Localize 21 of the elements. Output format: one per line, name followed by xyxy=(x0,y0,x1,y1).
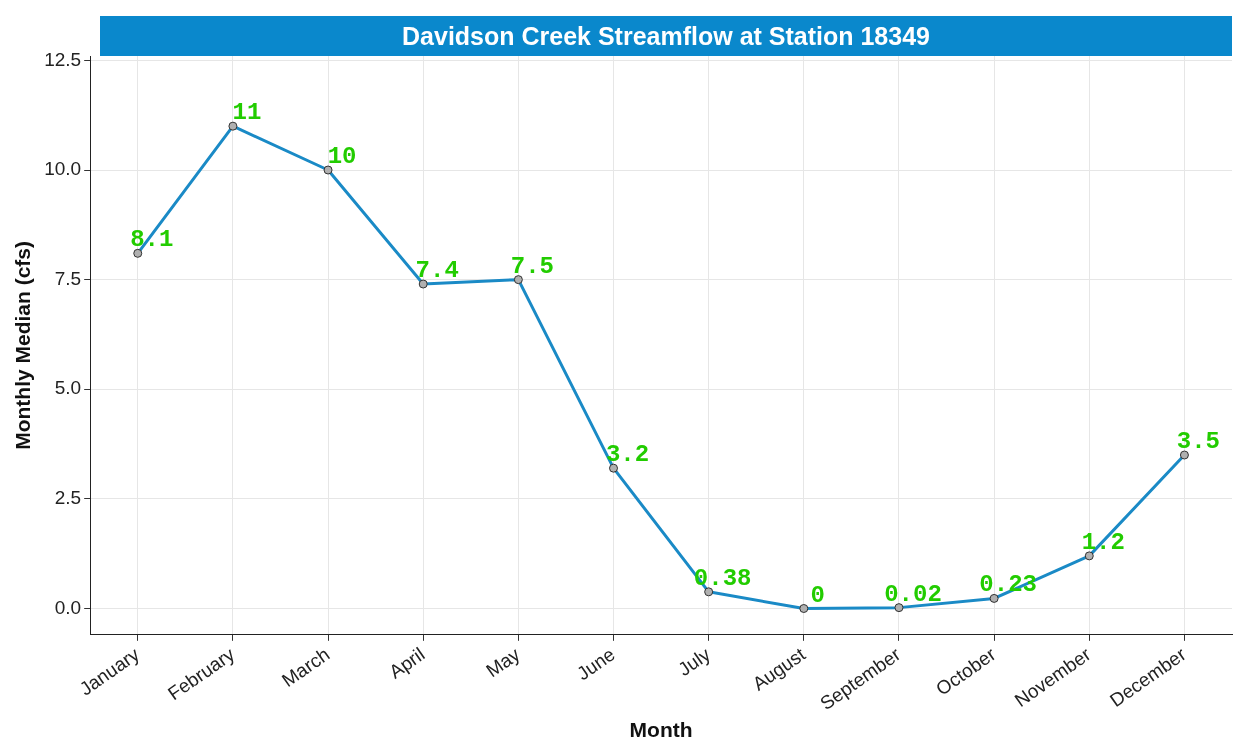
data-label: 3.5 xyxy=(1176,428,1221,456)
y-tick-label: 2.5 xyxy=(54,487,82,509)
data-label: 3.2 xyxy=(605,441,650,469)
y-axis-title: Monthly Median (cfs) xyxy=(11,240,35,450)
x-axis-title: Month xyxy=(629,718,693,742)
chart-title: Davidson Creek Streamflow at Station 18349 xyxy=(100,16,1232,56)
data-label: 0 xyxy=(810,581,826,609)
y-tick-label: 0.0 xyxy=(54,596,82,618)
y-tick-label: 10.0 xyxy=(44,158,82,180)
data-label: 11 xyxy=(232,99,262,127)
y-tick-label: 12.5 xyxy=(44,48,82,70)
y-tick-label: 7.5 xyxy=(54,267,82,289)
y-tick-label: 5.0 xyxy=(54,377,82,399)
data-label: 7.4 xyxy=(415,257,459,285)
data-label: 7.5 xyxy=(510,252,554,280)
x-tick-label: July xyxy=(674,643,715,681)
x-tick-label: May xyxy=(482,643,525,682)
data-label: 10 xyxy=(327,143,357,171)
x-tick-label: April xyxy=(385,643,429,683)
data-label: 0.02 xyxy=(884,580,942,608)
x-tick-label: June xyxy=(573,643,619,685)
